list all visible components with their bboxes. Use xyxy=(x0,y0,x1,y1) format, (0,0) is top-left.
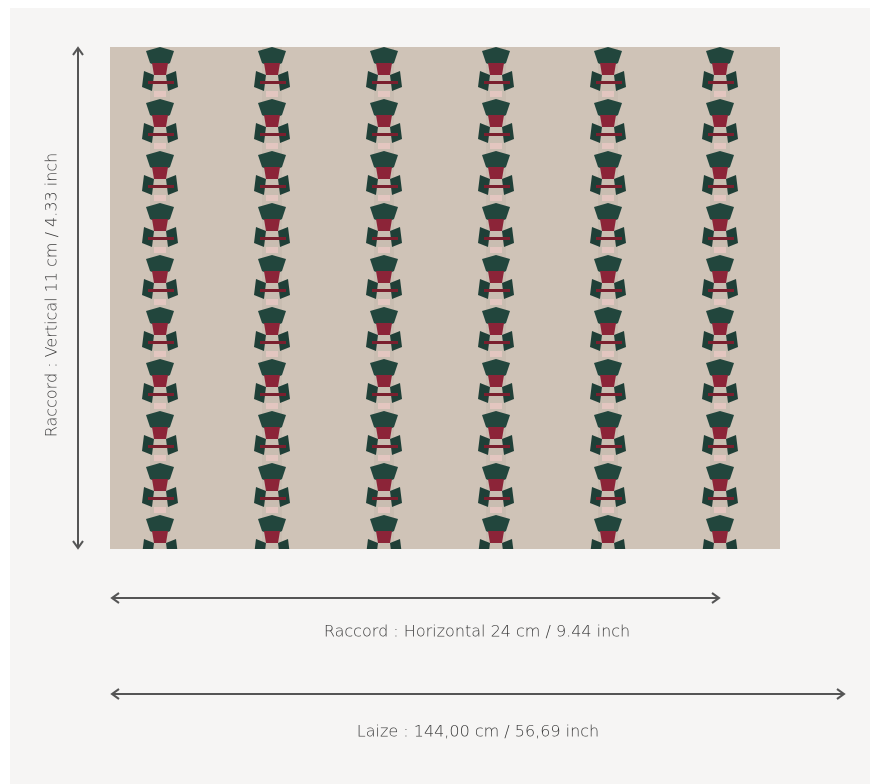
width-arrow xyxy=(110,688,846,700)
repeat-vertical-label: Raccord : Vertical 11 cm / 4.33 inch xyxy=(42,153,61,438)
repeat-horizontal-label: Raccord : Horizontal 24 cm / 9.44 inch xyxy=(324,622,630,641)
fabric-image xyxy=(110,47,780,549)
width-label: Laize : 144,00 cm / 56,69 inch xyxy=(357,722,599,741)
horizontal-arrow xyxy=(110,592,721,604)
vertical-arrow xyxy=(72,46,84,550)
